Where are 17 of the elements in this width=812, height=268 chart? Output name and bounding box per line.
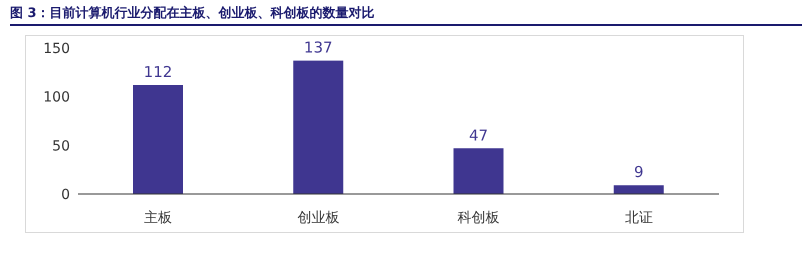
y-tick-label: 0 (61, 186, 70, 203)
x-tick-label: 主板 (144, 210, 172, 226)
bar (614, 185, 664, 194)
bar (293, 60, 344, 194)
data-label: 112 (144, 62, 172, 81)
x-tick-label: 科创板 (458, 210, 500, 226)
data-label: 137 (304, 38, 333, 57)
data-label: 9 (634, 163, 644, 182)
y-tick-label: 50 (52, 138, 70, 154)
y-tick-label: 150 (43, 40, 70, 57)
y-tick-label: 100 (43, 90, 70, 106)
chart-title: 图 3：目前计算机行业分配在主板、创业板、科创板的数量对比 (10, 4, 802, 26)
bar (454, 148, 504, 194)
x-tick-label: 创业板 (297, 210, 340, 226)
data-label: 47 (468, 126, 488, 144)
x-tick-label: 北证 (624, 210, 653, 226)
bar (133, 84, 183, 194)
